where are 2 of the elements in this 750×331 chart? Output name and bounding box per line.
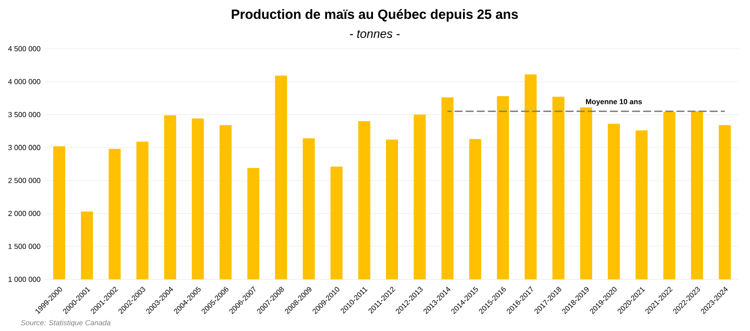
chart-title: Production de maïs au Québec depuis 25 ans: [232, 8, 518, 22]
chart-subtitle: - tonnes -: [350, 30, 400, 38]
